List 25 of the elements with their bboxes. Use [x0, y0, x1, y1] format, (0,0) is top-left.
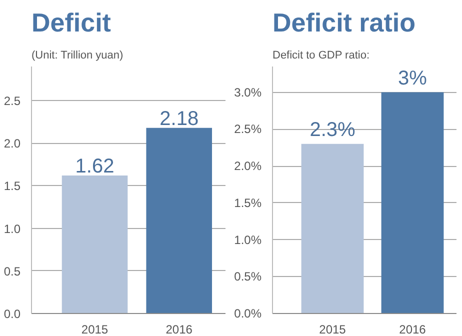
chart-subtitle: Deficit to GDP ratio:: [272, 50, 370, 62]
y-tick-label: 1.5%: [234, 196, 262, 210]
data-label: 3%: [398, 67, 428, 90]
y-tick-label: 0.5: [4, 264, 21, 278]
x-tick-label: 2016: [166, 322, 193, 336]
y-tick-label: 0.5%: [234, 270, 262, 284]
data-label: 2.18: [160, 108, 199, 130]
data-label: 2.3%: [310, 118, 356, 141]
x-tick-label: 2015: [319, 322, 346, 336]
data-label: 1.62: [75, 156, 114, 178]
y-tick-label: 1.0: [4, 222, 21, 236]
y-tick-label: 1.0%: [234, 232, 262, 247]
chart-subtitle: (Unit: Trillion yuan): [32, 50, 124, 62]
x-tick-label: 2015: [81, 322, 108, 336]
y-tick-label: 3.0%: [234, 85, 262, 100]
y-tick-label: 2.5: [4, 94, 21, 108]
x-tick-label: 2016: [399, 322, 426, 336]
y-tick-label: 2.5%: [234, 122, 262, 136]
chart-title: Deficit ratio: [272, 8, 416, 38]
y-tick-label: 2.0%: [234, 159, 262, 174]
y-tick-label: 2.0: [4, 136, 21, 151]
y-tick-label: 0.0: [4, 307, 21, 321]
y-tick-label: 0.0%: [234, 306, 262, 320]
y-tick-label: 1.5: [4, 179, 21, 194]
chart-title: Deficit: [32, 8, 112, 38]
